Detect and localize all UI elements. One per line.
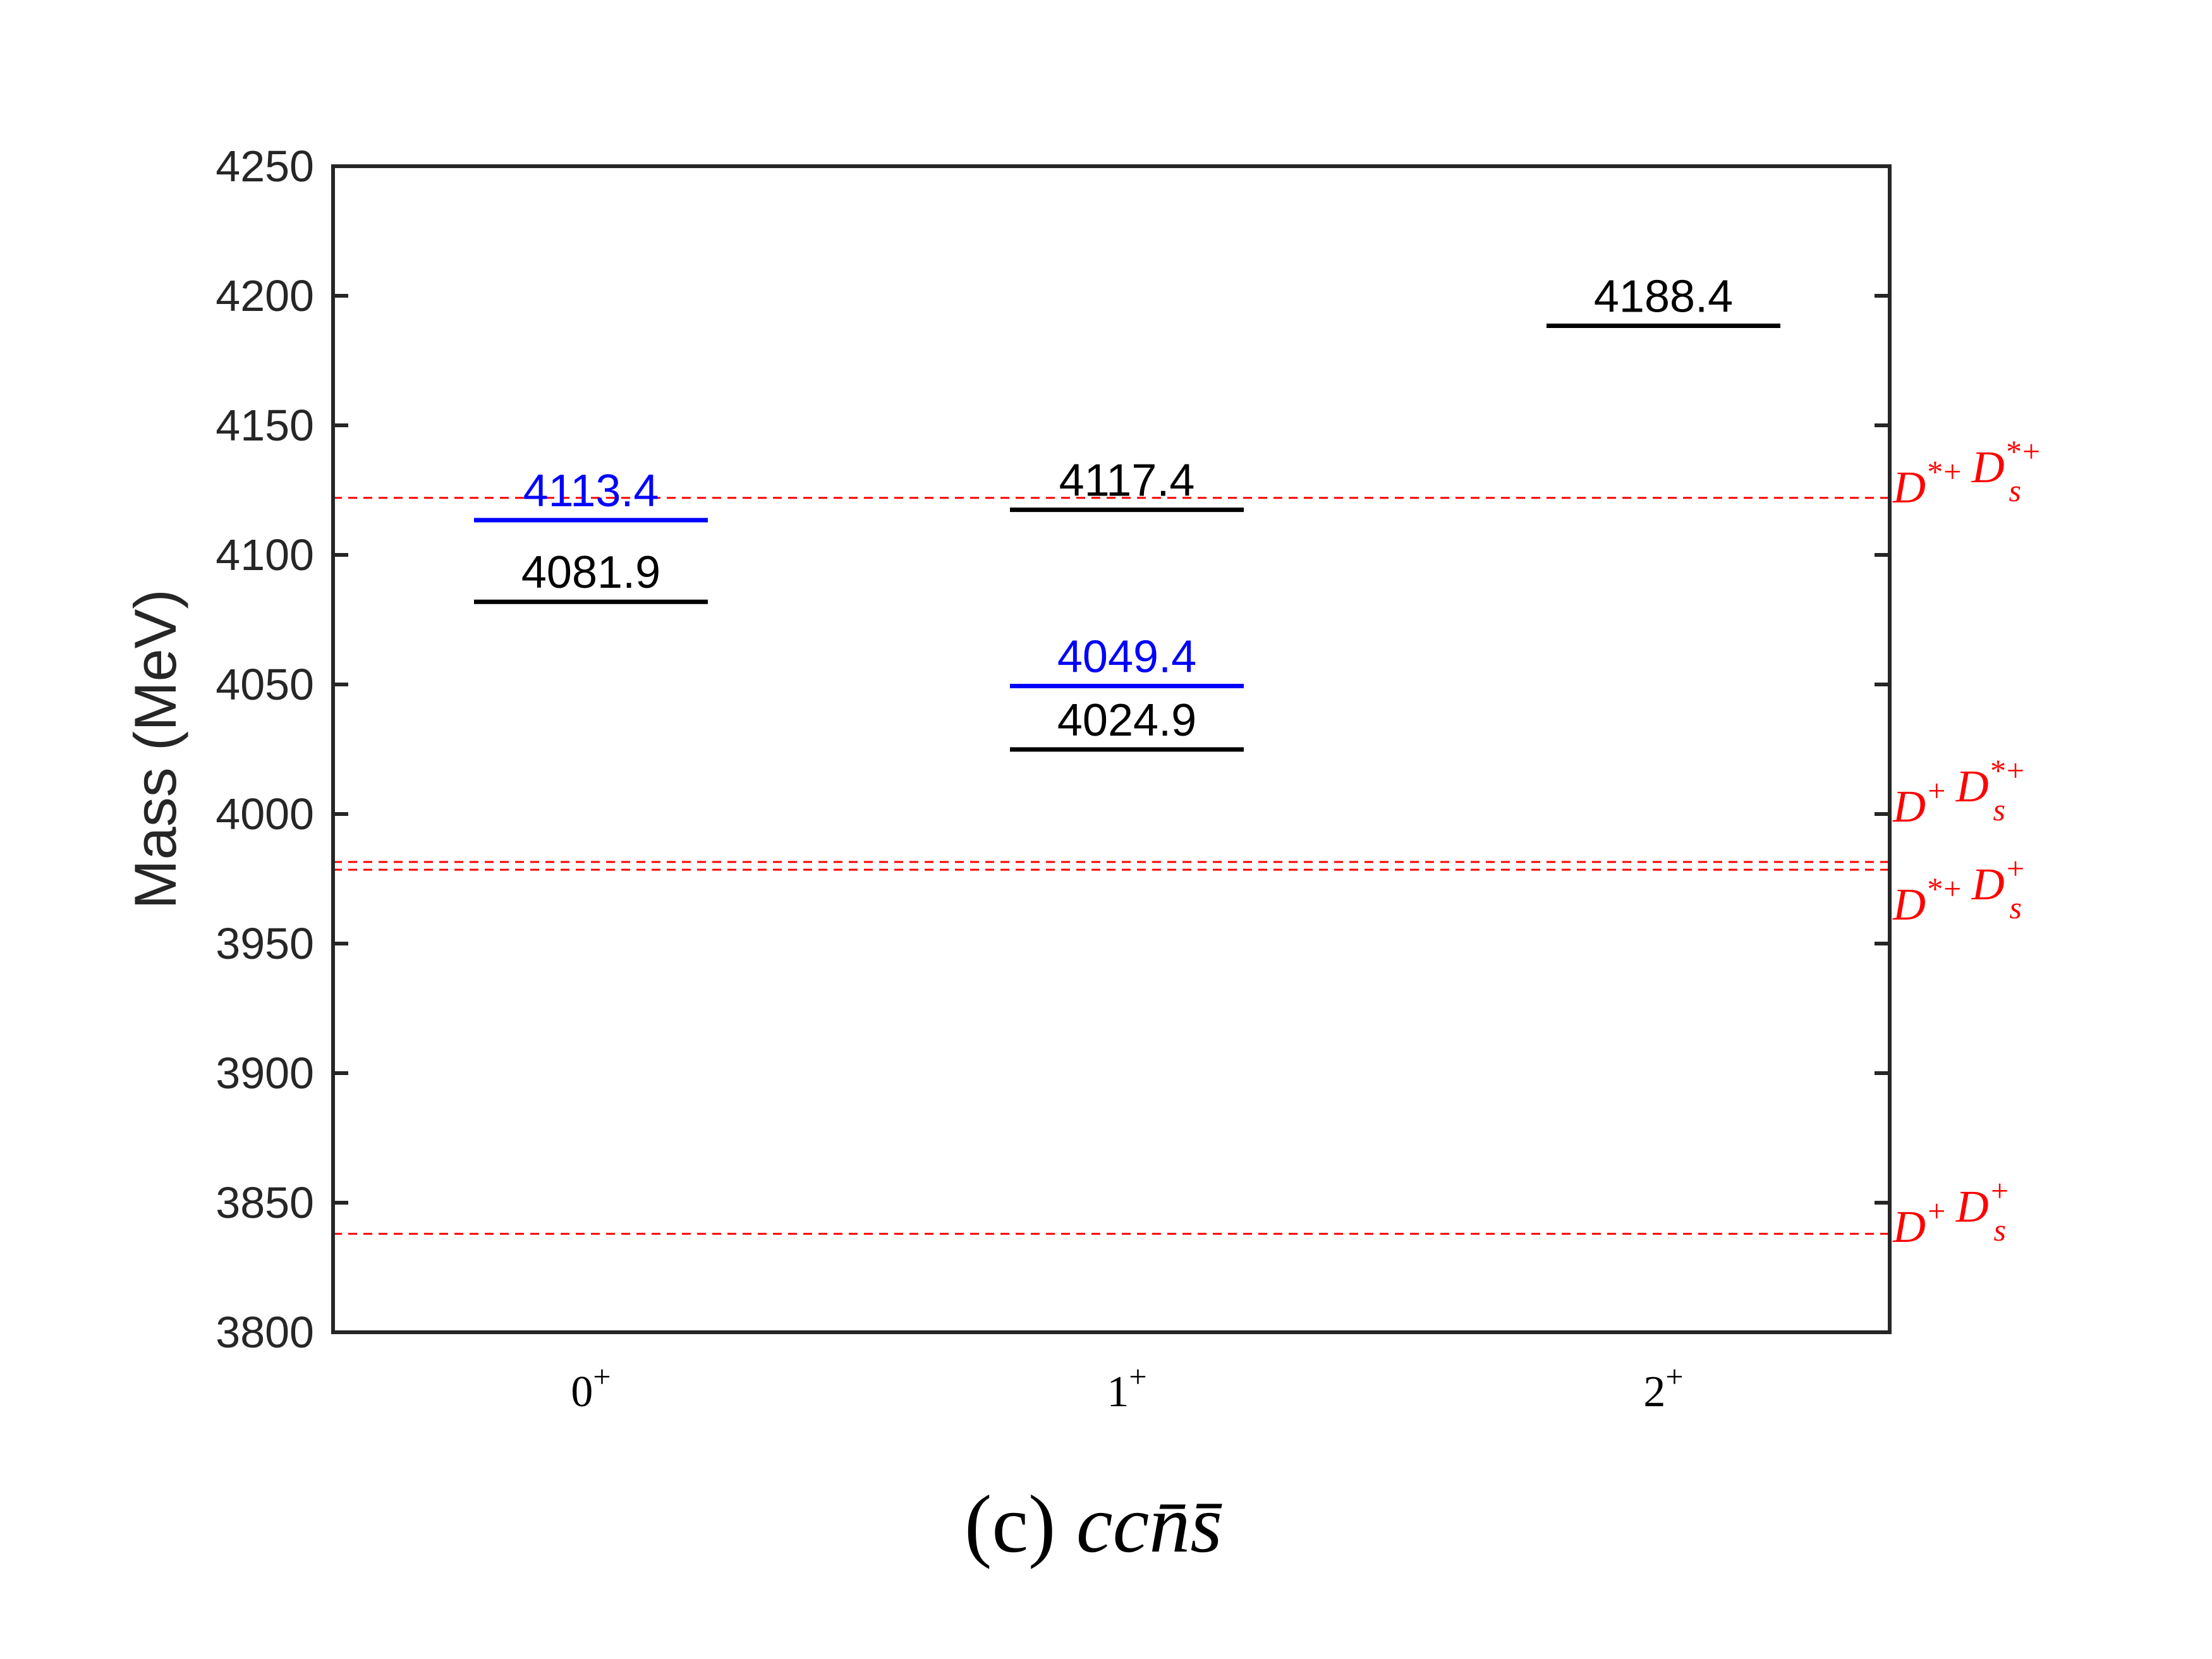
threshold-label: D+ D+ s bbox=[1892, 1173, 2010, 1252]
y-tick-label: 4200 bbox=[216, 271, 314, 320]
mass-level-label: 4049.4 bbox=[1057, 631, 1196, 682]
y-tick-label: 3950 bbox=[216, 919, 314, 968]
mass-levels: 4113.4 4081.9 4117.4 4049.4 4024.9 4188.4 bbox=[474, 272, 1780, 752]
threshold-lines bbox=[333, 497, 1890, 1235]
threshold-label: D*+ D+ s bbox=[1892, 851, 2026, 930]
y-axis-title: Mass (MeV) bbox=[122, 589, 188, 909]
x-axis-categories: 0+ 1+ 2+ bbox=[571, 1359, 1683, 1416]
threshold-label: D+ D*+ s bbox=[1892, 753, 2026, 832]
y-tick-label: 3850 bbox=[216, 1178, 314, 1227]
y-tick-label: 4000 bbox=[216, 789, 314, 839]
y-tick-label: 4100 bbox=[216, 530, 314, 580]
y-tick-label: 4150 bbox=[216, 401, 314, 450]
y-tick-label: 3900 bbox=[216, 1048, 314, 1098]
mass-level-label: 4024.9 bbox=[1057, 695, 1196, 746]
mass-level-label: 4113.4 bbox=[523, 466, 659, 516]
mass-level-label: 4188.4 bbox=[1594, 272, 1733, 322]
mass-level-label: 4117.4 bbox=[1059, 456, 1195, 506]
x-category-label: 0+ bbox=[571, 1359, 611, 1416]
y-tick-label: 3800 bbox=[216, 1308, 314, 1357]
plot-frame bbox=[331, 164, 1892, 1334]
mass-level-label: 4081.9 bbox=[521, 547, 660, 598]
threshold-labels: D*+ D*+ s D+ D*+ s D*+ D+ s D+ D+ s bbox=[1892, 434, 2042, 1252]
y-tick-label: 4050 bbox=[216, 660, 314, 709]
threshold-label: D*+ D*+ s bbox=[1892, 434, 2042, 513]
y-axis-ticks: 3800 3850 3900 3950 4000 4050 4100 4150 4200 4250 bbox=[216, 142, 1890, 1357]
figure-caption: (c) ccn̄s̄ bbox=[964, 1479, 1222, 1570]
x-category-label: 1+ bbox=[1107, 1359, 1146, 1416]
x-category-label: 2+ bbox=[1643, 1359, 1683, 1416]
y-tick-label: 4250 bbox=[216, 142, 314, 191]
